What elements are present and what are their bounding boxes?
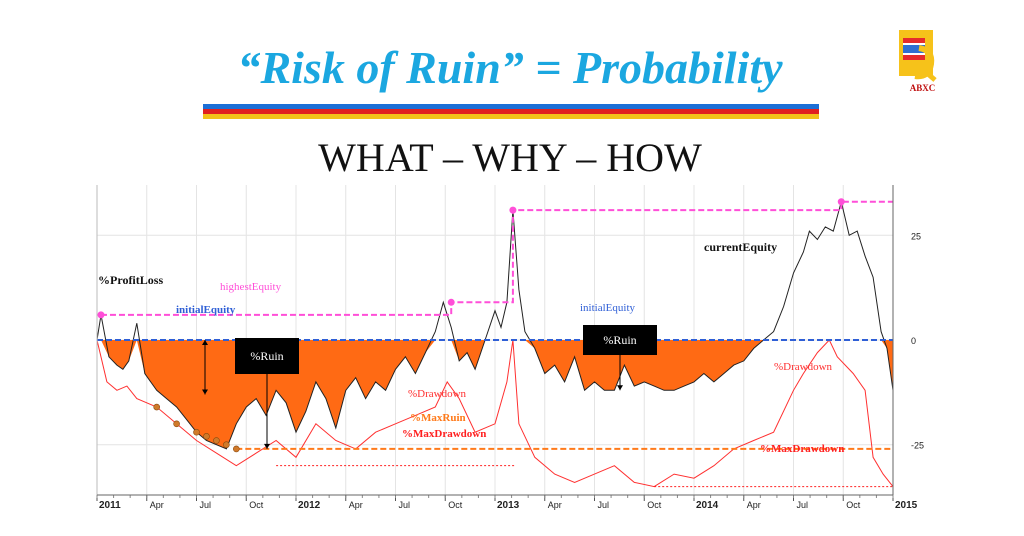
current-equity-label: currentEquity (704, 240, 777, 254)
title-underline-blue (203, 104, 819, 109)
initial-equity-label-left: initialEquity (176, 304, 236, 316)
peak-marker (97, 311, 105, 319)
ruin-box-right (583, 325, 657, 355)
x-tick-label: Jul (200, 500, 212, 510)
ruin-box-left (235, 338, 299, 374)
x-tick-label: 2013 (497, 500, 520, 511)
ruin-arrow-small-head-top (202, 340, 208, 345)
x-tick-label: 2011 (99, 500, 121, 511)
profit-loss-label: %ProfitLoss (98, 273, 163, 287)
x-tick-label: Jul (797, 500, 809, 510)
ruin-marker (223, 441, 230, 449)
drawdown-label-left: %Drawdown (408, 388, 467, 400)
initial-equity-label-right: initialEquity (580, 302, 635, 314)
highest-equity-line (100, 200, 893, 316)
ruin-marker (153, 403, 160, 411)
x-tick-label: Apr (150, 500, 164, 510)
chart-axes: 2011 Apr Jul Oct 2012 Apr Jul Oct 2013 Apr Jul Oct 2… (96, 185, 924, 511)
x-tick-label: 2012 (298, 500, 321, 511)
ruin-marker (203, 433, 210, 440)
peak-marker (837, 198, 845, 206)
x-tick-label: 2015 (895, 500, 918, 511)
x-tick-label: Apr (747, 500, 761, 510)
x-tick-label: Jul (598, 500, 610, 510)
highest-equity-label: highestEquity (220, 281, 282, 293)
slide-subtitle: WHAT – WHY – HOW (318, 135, 702, 180)
ruin-marker (233, 445, 240, 453)
ruin-marker (173, 420, 180, 428)
max-ruin-label: %MaxRuin (410, 412, 466, 424)
x-tick-label: Jul (399, 500, 411, 510)
ruin-arrow-right-head-bottom (617, 385, 623, 391)
y-tick-label: -25 (911, 441, 924, 451)
equity-line (96, 201, 894, 450)
peak-marker (509, 206, 517, 214)
ruin-arrow-left-head-bottom (264, 443, 270, 449)
slide-title: “Risk of Ruin” = Probability (237, 42, 783, 93)
ruin-marker (213, 437, 220, 444)
ruin-arrow-small-head-bottom (202, 389, 208, 395)
x-tick-label: Apr (548, 500, 562, 510)
ruin-label-left: %Ruin (250, 349, 283, 363)
max-drawdown-label-right: %MaxDrawdown (760, 443, 844, 455)
ruin-marker (193, 428, 200, 436)
abxc-logo-icon (899, 30, 937, 82)
y-tick-label: 25 (911, 231, 921, 241)
logo-text: ABXC (909, 83, 936, 93)
x-tick-label: Oct (846, 500, 861, 510)
x-tick-label: Oct (249, 500, 264, 510)
ruin-label-right: %Ruin (603, 333, 636, 347)
y-tick-label: 0 (911, 336, 916, 346)
x-tick-label: 2014 (696, 500, 719, 511)
drawdown-label-right: %Drawdown (774, 361, 833, 373)
x-tick-label: Oct (647, 500, 662, 510)
x-tick-label: Apr (349, 500, 363, 510)
peak-marker (447, 298, 455, 306)
title-underline-red (203, 109, 819, 114)
drawdown-line (96, 339, 894, 488)
x-tick-label: Oct (448, 500, 463, 510)
title-underline-yellow (203, 114, 819, 119)
max-drawdown-label-left: %MaxDrawdown (402, 428, 486, 440)
